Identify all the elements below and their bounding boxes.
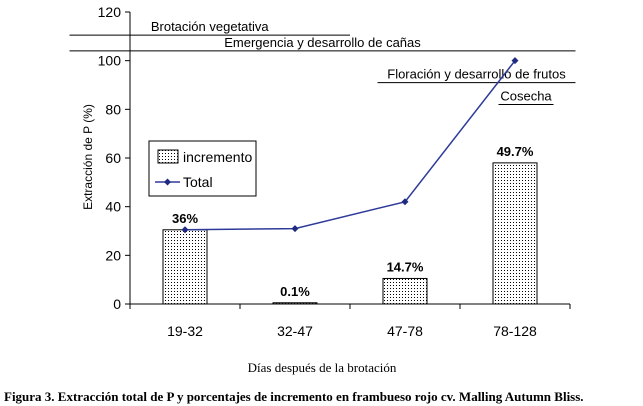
y-tick-label-100: 100 — [98, 53, 122, 69]
data-label-32-47: 0.1% — [280, 284, 310, 299]
bar-series — [162, 162, 538, 305]
annotation-label-0: Brotación vegetativa — [151, 19, 270, 34]
x-tick-label-32-47: 32-47 — [277, 323, 313, 339]
x-tick-label-47-78: 47-78 — [387, 323, 423, 339]
chart-plot-area: 0 20 40 60 80 100 120 19-32 32-47 47-78 78-128 Bro… — [69, 4, 576, 339]
annotation-label-3: Cosecha — [500, 88, 552, 103]
total-line — [184, 60, 516, 231]
x-tick-label-19-32: 19-32 — [167, 323, 203, 339]
legend: incremento Total — [148, 140, 257, 197]
bar-47-78 — [382, 277, 428, 305]
total-point-32-47 — [291, 225, 299, 233]
annotation-label-1: Emergencia y desarrollo de cañas — [224, 35, 421, 50]
legend-label-incremento: incremento — [183, 149, 252, 165]
total-point-78-128 — [511, 57, 519, 65]
chart-axes: 0 20 40 60 80 100 120 19-32 32-47 47-78 78-128 — [98, 4, 571, 339]
y-tick-label-60: 60 — [105, 150, 121, 166]
data-label-19-32: 36% — [172, 211, 198, 226]
total-point-19-32 — [181, 226, 189, 234]
y-tick-label-0: 0 — [113, 296, 121, 312]
legend-label-total: Total — [183, 174, 213, 190]
figure-caption: Figura 3. Extracción total de P y porcen… — [4, 389, 584, 404]
total-point-47-78 — [401, 198, 409, 206]
bar-78-128 — [492, 162, 538, 305]
y-axis-label: Extracción de P (%) — [81, 104, 95, 210]
total-line-series — [181, 57, 519, 234]
x-tick-label-78-128: 78-128 — [493, 323, 537, 339]
y-tick-label-80: 80 — [105, 101, 121, 117]
bar-19-32 — [162, 229, 208, 305]
legend-swatch-incremento — [157, 149, 179, 164]
bar-data-labels: 36% 0.1% 14.7% 49.7% — [172, 144, 534, 299]
data-label-78-128: 49.7% — [497, 144, 534, 159]
annotation-label-2: Floración y desarrollo de frutos — [387, 67, 566, 82]
y-tick-label-40: 40 — [105, 199, 121, 215]
y-tick-label-20: 20 — [105, 247, 121, 263]
y-tick-label-120: 120 — [98, 4, 122, 20]
legend-marker-total — [164, 178, 171, 186]
data-label-47-78: 14.7% — [387, 259, 424, 274]
x-axis-label: Días después de la brotación — [248, 360, 397, 375]
